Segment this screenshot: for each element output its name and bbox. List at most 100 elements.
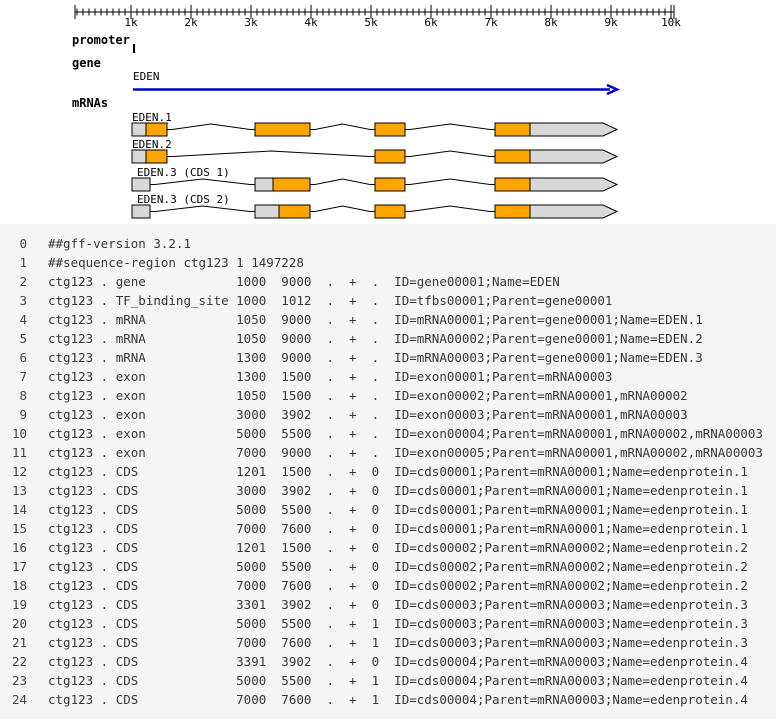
gff-line: 23 ctg123 . CDS 5000 5500 . + 1 ID=cds000… — [0, 671, 776, 690]
gff-line-text: ctg123 . CDS 5000 5500 . + 1 ID=cds00004… — [48, 673, 748, 688]
intron-line — [310, 178, 375, 185]
cds-exon-box — [494, 122, 531, 137]
gff-line-number: 2 — [19, 274, 27, 289]
gff-line-text: ctg123 . exon 5000 5500 . + . ID=exon000… — [48, 426, 763, 441]
gff-line-number: 11 — [11, 445, 27, 460]
gff-line-number: 15 — [11, 521, 27, 536]
gff-line: 2 ctg123 . gene 1000 9000 . + . ID=gene00… — [0, 272, 776, 291]
ruler-tick-label: 1k — [124, 16, 138, 29]
gff-line: 3 ctg123 . TF_binding_site 1000 1012 . + … — [0, 291, 776, 310]
ruler-tick-label: 10k — [661, 16, 681, 29]
gff-line: 12 ctg123 . CDS 1201 1500 . + 0 ID=cds000… — [0, 462, 776, 481]
cds-exon-box — [374, 204, 406, 219]
intron-line — [405, 178, 495, 185]
gff-line-number: 17 — [11, 559, 27, 574]
utr-exon-box — [131, 177, 151, 192]
utr-exon-box — [131, 122, 147, 137]
ruler-tick-label: 7k — [484, 16, 498, 29]
utr-arrow-box — [529, 177, 619, 192]
transcript-label: EDEN.3 (CDS 1) — [137, 166, 230, 179]
cds-exon-box — [494, 149, 531, 164]
gff-line-number: 21 — [11, 635, 27, 650]
gff-line-text: ##gff-version 3.2.1 — [48, 236, 191, 251]
gff-line-text: ##sequence-region ctg123 1 1497228 — [48, 255, 304, 270]
gff-line: 0 ##gff-version 3.2.1 — [0, 234, 776, 253]
gff-line: 22 ctg123 . CDS 3391 3902 . + 0 ID=cds000… — [0, 652, 776, 671]
gff-line-text: ctg123 . CDS 5000 5500 . + 1 ID=cds00003… — [48, 616, 748, 631]
gff-line-text: ctg123 . mRNA 1300 9000 . + . ID=mRNA000… — [48, 350, 703, 365]
gff-line-number: 1 — [19, 255, 27, 270]
gff-line: 24 ctg123 . CDS 7000 7600 . + 1 ID=cds000… — [0, 690, 776, 709]
gff-line: 18 ctg123 . CDS 7000 7600 . + 0 ID=cds000… — [0, 576, 776, 595]
gff-line: 13 ctg123 . CDS 3000 3902 . + 0 ID=cds000… — [0, 481, 776, 500]
transcript-label: EDEN.2 — [132, 138, 172, 151]
cds-exon-box — [254, 122, 311, 137]
ruler-tick-label: 4k — [304, 16, 318, 29]
gff-line-number: 24 — [11, 692, 27, 707]
gff-line-number: 10 — [11, 426, 27, 441]
cds-exon-box — [494, 204, 531, 219]
gff-line-text: ctg123 . exon 7000 9000 . + . ID=exon000… — [48, 445, 763, 460]
gff-line-text: ctg123 . CDS 3301 3902 . + 0 ID=cds00003… — [48, 597, 748, 612]
gff-line-number: 9 — [19, 407, 27, 422]
intron-line — [150, 178, 255, 185]
gff-line-number: 22 — [11, 654, 27, 669]
gff-line: 11 ctg123 . exon 7000 9000 . + . ID=exon0… — [0, 443, 776, 462]
gff-line-text: ctg123 . mRNA 1050 9000 . + . ID=mRNA000… — [48, 312, 703, 327]
intron-line — [150, 205, 255, 212]
gff-line: 9 ctg123 . exon 3000 3902 . + . ID=exon00… — [0, 405, 776, 424]
gff-line: 14 ctg123 . CDS 5000 5500 . + 0 ID=cds000… — [0, 500, 776, 519]
gff-line-number: 8 — [19, 388, 27, 403]
track-label-mrnas: mRNAs — [72, 96, 108, 110]
gff-line-number: 3 — [19, 293, 27, 308]
gff-line-text: ctg123 . CDS 1201 1500 . + 0 ID=cds00001… — [48, 464, 748, 479]
gff-line-text: ctg123 . CDS 7000 7600 . + 1 ID=cds00004… — [48, 692, 748, 707]
gff-line-number: 4 — [19, 312, 27, 327]
gff-line-number: 5 — [19, 331, 27, 346]
intron-line — [167, 150, 375, 157]
intron-line — [405, 150, 495, 157]
gff-line-text: ctg123 . CDS 7000 7600 . + 0 ID=cds00002… — [48, 578, 748, 593]
gff-line: 19 ctg123 . CDS 3301 3902 . + 0 ID=cds000… — [0, 595, 776, 614]
gff-line: 6 ctg123 . mRNA 1300 9000 . + . ID=mRNA00… — [0, 348, 776, 367]
gff-line-number: 16 — [11, 540, 27, 555]
ruler-tick-label: 9k — [604, 16, 618, 29]
ruler-tick-label: 3k — [244, 16, 258, 29]
gff-line: 5 ctg123 . mRNA 1050 9000 . + . ID=mRNA00… — [0, 329, 776, 348]
gff-line-number: 7 — [19, 369, 27, 384]
gff-line: 20 ctg123 . CDS 5000 5500 . + 1 ID=cds000… — [0, 614, 776, 633]
gene-arrowhead — [606, 83, 621, 96]
utr-exon-box — [254, 204, 280, 219]
cds-exon-box — [374, 149, 406, 164]
utr-arrow-box — [529, 204, 619, 219]
gff-line-text: ctg123 . gene 1000 9000 . + . ID=gene000… — [48, 274, 560, 289]
gff-line-text: ctg123 . CDS 1201 1500 . + 0 ID=cds00002… — [48, 540, 748, 555]
gff-file-listing: 0 ##gff-version 3.2.1 1 ##sequence-region c… — [0, 224, 776, 719]
utr-exon-box — [131, 204, 151, 219]
intron-line — [167, 123, 255, 130]
gff-line-number: 13 — [11, 483, 27, 498]
gff-line-text: ctg123 . exon 3000 3902 . + . ID=exon000… — [48, 407, 688, 422]
ruler-tick-label: 8k — [544, 16, 558, 29]
intron-line — [310, 123, 375, 130]
ruler-tick-label: 5k — [364, 16, 378, 29]
utr-arrow-box — [529, 122, 619, 137]
gene-name-label: EDEN — [133, 70, 160, 83]
gff-line: 4 ctg123 . mRNA 1050 9000 . + . ID=mRNA00… — [0, 310, 776, 329]
gff-line: 21 ctg123 . CDS 7000 7600 . + 1 ID=cds000… — [0, 633, 776, 652]
track-label-promoter: promoter — [72, 33, 130, 47]
gff-line-text: ctg123 . exon 1050 1500 . + . ID=exon000… — [48, 388, 688, 403]
gff-line: 16 ctg123 . CDS 1201 1500 . + 0 ID=cds000… — [0, 538, 776, 557]
gff-line: 8 ctg123 . exon 1050 1500 . + . ID=exon00… — [0, 386, 776, 405]
cds-exon-box — [145, 122, 168, 137]
gff-line-number: 19 — [11, 597, 27, 612]
gff-line-text: ctg123 . CDS 3391 3902 . + 0 ID=cds00004… — [48, 654, 748, 669]
cds-exon-box — [272, 177, 311, 192]
gff-line: 10 ctg123 . exon 5000 5500 . + . ID=exon0… — [0, 424, 776, 443]
gff-line-text: ctg123 . CDS 7000 7600 . + 1 ID=cds00003… — [48, 635, 748, 650]
gff-line-number: 23 — [11, 673, 27, 688]
gff-line-text: ctg123 . CDS 7000 7600 . + 0 ID=cds00001… — [48, 521, 748, 536]
gff-line: 1 ##sequence-region ctg123 1 1497228 — [0, 253, 776, 272]
genome-feature-diagram: 1k 2k 3k 4k 5k 6k 7k 8k 9k 10k promoter gene mRNAs ED… — [0, 0, 776, 224]
